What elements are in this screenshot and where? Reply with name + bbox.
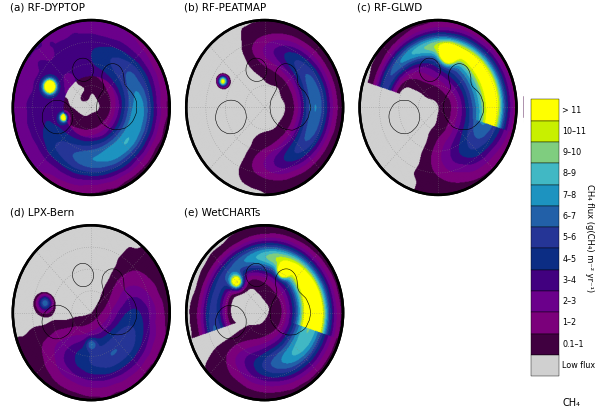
Text: 9–10: 9–10 xyxy=(562,148,581,157)
Text: 2–3: 2–3 xyxy=(562,297,577,306)
Circle shape xyxy=(359,20,517,195)
Text: 0.1–1: 0.1–1 xyxy=(562,339,584,349)
Text: 6–7: 6–7 xyxy=(562,212,577,221)
Text: 3–4: 3–4 xyxy=(562,276,577,285)
Bar xyxy=(532,248,559,270)
Text: CH₄: CH₄ xyxy=(562,398,580,408)
Polygon shape xyxy=(0,0,262,297)
Circle shape xyxy=(186,225,343,400)
Text: 7–8: 7–8 xyxy=(562,191,577,200)
Text: (d) LPX-Bern: (d) LPX-Bern xyxy=(10,208,74,218)
Bar xyxy=(532,99,559,121)
Polygon shape xyxy=(268,0,600,297)
Polygon shape xyxy=(0,123,262,416)
Bar xyxy=(532,227,559,248)
Bar xyxy=(532,291,559,312)
Bar xyxy=(532,185,559,206)
Bar xyxy=(532,355,559,376)
Bar xyxy=(532,270,559,291)
Text: (b) RF-PEATMAP: (b) RF-PEATMAP xyxy=(184,2,266,12)
Text: 5–6: 5–6 xyxy=(562,233,577,242)
Text: (e) WetCHARTs: (e) WetCHARTs xyxy=(184,208,260,218)
Bar xyxy=(532,142,559,163)
Polygon shape xyxy=(94,0,435,297)
Circle shape xyxy=(13,20,170,195)
Text: 1–2: 1–2 xyxy=(562,318,577,327)
Text: 10–11: 10–11 xyxy=(562,127,586,136)
Circle shape xyxy=(13,225,170,400)
Text: Low flux: Low flux xyxy=(562,361,596,370)
Bar xyxy=(532,206,559,227)
Text: 8–9: 8–9 xyxy=(562,169,577,178)
Text: 4–5: 4–5 xyxy=(562,255,577,263)
Text: (c) RF-GLWD: (c) RF-GLWD xyxy=(357,2,422,12)
Text: (a) RF-DYPTOP: (a) RF-DYPTOP xyxy=(10,2,85,12)
Bar xyxy=(532,163,559,185)
Circle shape xyxy=(186,20,343,195)
Polygon shape xyxy=(94,123,435,416)
Bar xyxy=(532,121,559,142)
Text: CH₄ flux (g(CH₄) m⁻² yr⁻¹): CH₄ flux (g(CH₄) m⁻² yr⁻¹) xyxy=(585,184,594,292)
Bar xyxy=(532,312,559,334)
Text: > 11: > 11 xyxy=(562,106,582,114)
Bar xyxy=(532,334,559,355)
